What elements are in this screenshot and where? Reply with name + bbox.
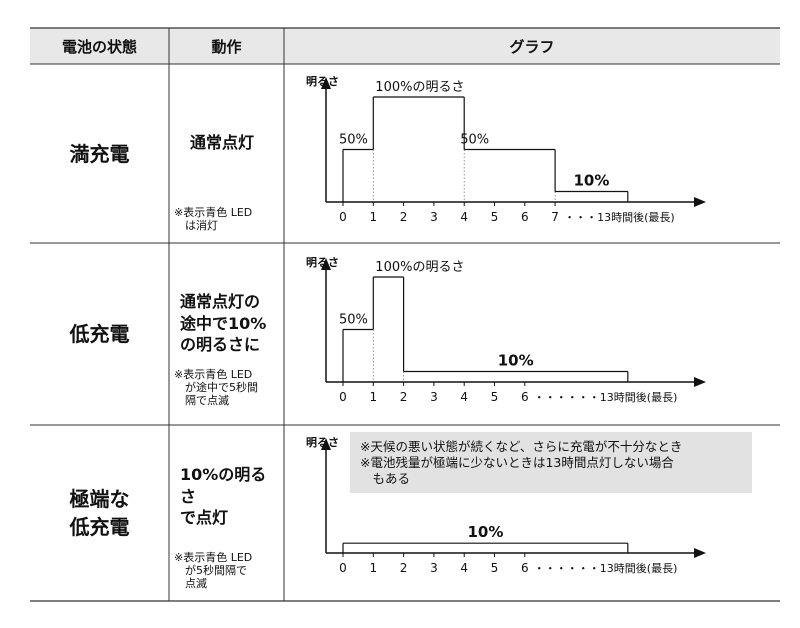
segment-label: 100%の明るさ — [375, 260, 464, 275]
row2-action: 通常点灯の 途中で10% の明るさに — [180, 292, 267, 355]
row1-action: 通常点灯 — [190, 133, 255, 152]
segment-label: 50% — [339, 313, 368, 328]
y-axis-arrow — [321, 258, 331, 270]
x-axis-arrow — [694, 197, 706, 207]
segment-label: 50% — [460, 133, 489, 148]
x-tick-label: 5 — [491, 390, 499, 404]
annotation-box — [350, 432, 752, 493]
x-axis-arrow — [694, 377, 706, 387]
header-action: 動作 — [211, 37, 242, 56]
y-axis-label: 明るさ — [306, 436, 339, 449]
x-axis-arrow — [694, 548, 706, 558]
header-graph: グラフ — [509, 37, 555, 56]
row3-action: 10%の明るさ で点灯 — [180, 465, 267, 528]
row3-note: ※表示青色 LED が5秒間隔で 点滅 — [174, 551, 253, 591]
x-tick-label: 4 — [460, 561, 468, 575]
segment-label: 10% — [574, 172, 610, 190]
x-tick-label: 1 — [369, 561, 377, 575]
x-tick-label: 2 — [400, 210, 408, 224]
row1-note: ※表示青色 LED は消灯 — [174, 206, 253, 233]
segment-label: 50% — [339, 133, 368, 148]
x-tick-label: 3 — [430, 561, 438, 575]
x-tick-label: 0 — [339, 210, 347, 224]
x-end-label: ・・・13時間後(最長) — [564, 210, 675, 224]
x-tick-label: 2 — [400, 390, 408, 404]
x-tick-label: 1 — [369, 210, 377, 224]
segment-label: 10% — [498, 352, 534, 370]
x-tick-label: 5 — [491, 210, 499, 224]
x-tick-label: 3 — [430, 390, 438, 404]
x-tick-label: 7 — [551, 210, 559, 224]
x-tick-label: 3 — [430, 210, 438, 224]
x-tick-label: 1 — [369, 390, 377, 404]
row1-state: 満充電 — [69, 141, 130, 166]
header-state: 電池の状態 — [61, 37, 137, 56]
x-tick-label: 6 — [521, 210, 529, 224]
row3-state: 極端な 低充電 — [69, 487, 130, 539]
x-tick-label: 5 — [491, 561, 499, 575]
x-tick-label: 0 — [339, 390, 347, 404]
annotation-text: ※電池残量が極端に少ないときは13時間点灯しない場合 — [360, 455, 674, 470]
x-end-label: ・・・・・・13時間後(最長) — [534, 390, 678, 404]
y-axis-arrow — [321, 438, 331, 450]
row2-state: 低充電 — [69, 322, 130, 346]
y-axis-label: 明るさ — [306, 256, 339, 269]
segment-label: 100%の明るさ — [375, 80, 464, 95]
x-tick-label: 4 — [460, 390, 468, 404]
x-end-label: ・・・・・・13時間後(最長) — [534, 561, 678, 575]
annotation-text: もある — [360, 471, 410, 486]
segment-label: 10% — [467, 523, 503, 541]
x-tick-label: 6 — [521, 390, 529, 404]
x-tick-label: 4 — [460, 210, 468, 224]
y-axis-arrow — [321, 77, 331, 89]
x-tick-label: 0 — [339, 561, 347, 575]
row2-note: ※表示青色 LED が途中で5秒間 隔で点滅 — [174, 368, 258, 408]
y-axis-label: 明るさ — [306, 75, 339, 88]
x-tick-label: 6 — [521, 561, 529, 575]
x-tick-label: 2 — [400, 561, 408, 575]
annotation-text: ※天候の悪い状態が続くなど、さらに充電が不十分なとき — [360, 439, 682, 454]
